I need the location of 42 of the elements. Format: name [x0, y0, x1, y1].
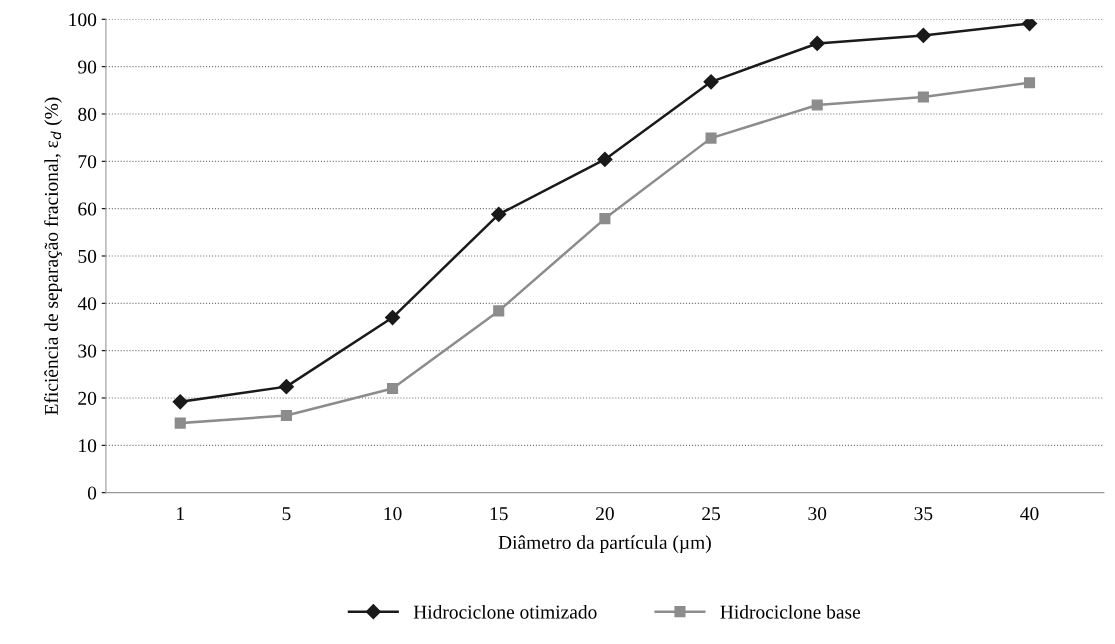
y-tick-label: 30	[78, 344, 97, 358]
x-tick-label: 30	[808, 507, 827, 521]
x-tick-label: 25	[702, 507, 721, 521]
x-tick-label: 10	[384, 507, 402, 521]
point	[705, 132, 717, 144]
x-tick-label: 15	[490, 507, 508, 521]
y-tick-label: 50	[78, 249, 97, 263]
point	[915, 27, 931, 43]
point	[597, 151, 613, 167]
x-tick-label: 1	[177, 507, 184, 521]
point	[1021, 19, 1038, 32]
x-tick-label: 5	[282, 507, 291, 521]
point	[917, 91, 929, 103]
point	[599, 213, 611, 225]
point	[809, 35, 825, 52]
y-tick-label: 100	[69, 13, 97, 27]
point	[491, 206, 507, 222]
x-tick-label: 35	[914, 507, 933, 521]
y-tick-label: 80	[78, 107, 97, 121]
y-tick-label: 20	[78, 391, 97, 405]
point	[703, 74, 719, 90]
legend-label: Hidrociclone otimizado	[413, 604, 597, 619]
x-axis-title: Diâmetro da partícula (µm)	[498, 535, 711, 553]
point	[384, 309, 401, 326]
y-axis-title: Eficiência de separação fracional, ε$_{d}$ (%)	[44, 97, 62, 415]
y-tick-label: 60	[78, 202, 97, 216]
point	[387, 382, 399, 395]
y-tick-label: 0	[87, 486, 97, 500]
y-tick-label: 10	[79, 439, 97, 453]
point	[174, 417, 186, 429]
x-tick-label: 20	[596, 507, 614, 521]
y-tick-label: 40	[77, 297, 97, 311]
point	[172, 394, 188, 410]
point	[493, 305, 505, 317]
legend-label: Hidrociclone base	[720, 604, 861, 619]
y-tick-label: 70	[78, 155, 97, 169]
point	[1023, 77, 1036, 89]
point	[811, 99, 823, 111]
point	[278, 379, 294, 395]
x-tick-label: 40	[1020, 507, 1039, 521]
y-tick-label: 90	[78, 60, 97, 74]
point	[280, 409, 292, 422]
